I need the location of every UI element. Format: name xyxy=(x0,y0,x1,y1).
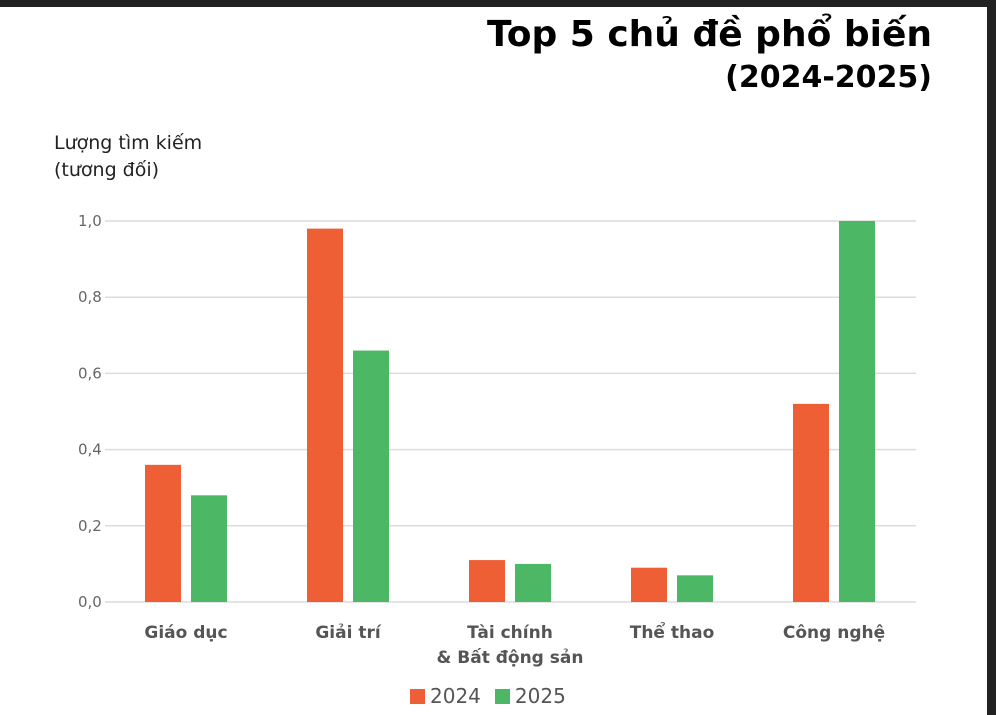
chart-title: Top 5 chủ đề phổ biến xyxy=(486,14,932,55)
bar-2025 xyxy=(677,575,713,602)
x-tick-label: Tài chính xyxy=(467,623,553,643)
chart-subtitle: (2024-2025) xyxy=(725,60,932,95)
legend-label-2025: 2025 xyxy=(514,684,566,708)
y-axis-label-line2: (tương đối) xyxy=(54,159,160,181)
bar-2025 xyxy=(515,563,551,602)
chart-title-block: Top 5 chủ đề phổ biến (2024-2025) xyxy=(487,12,932,98)
y-tick-label: 0,4 xyxy=(78,441,102,459)
y-axis-label-line1: Lượng tìm kiếm xyxy=(54,132,203,154)
y-tick-label: 0,8 xyxy=(78,288,102,306)
y-tick-label: 0,2 xyxy=(78,517,102,535)
x-tick-label: & Bất động sản xyxy=(437,647,584,668)
bar-2025 xyxy=(839,221,875,602)
bar-2024 xyxy=(307,228,343,602)
bar-2024 xyxy=(631,567,667,602)
y-tick-label: 0,0 xyxy=(78,593,102,611)
bar-2024 xyxy=(145,464,181,602)
legend-swatch-2025 xyxy=(494,688,510,704)
x-tick-label: Giáo dục xyxy=(144,623,227,643)
bar-2024 xyxy=(793,403,829,602)
legend-swatch-2024 xyxy=(410,688,425,704)
y-axis-label: Lượng tìm kiếm (tương đối) xyxy=(54,130,202,184)
legend-label-2024: 2024 xyxy=(430,684,481,708)
bar-2025 xyxy=(353,350,389,602)
x-tick-label: Giải trí xyxy=(315,623,382,643)
x-tick-label: Công nghệ xyxy=(783,623,885,643)
x-tick-label: Thể thao xyxy=(630,621,715,643)
y-tick-label: 0,6 xyxy=(78,364,102,382)
bar-2024 xyxy=(469,560,505,602)
window-right-border xyxy=(987,0,996,715)
legend-item-2024: 2024 xyxy=(410,684,481,708)
legend-item-2025: 2025 xyxy=(494,684,566,708)
bar-2025 xyxy=(191,495,227,602)
window-top-border xyxy=(0,0,996,7)
legend: 2024 2025 xyxy=(410,684,566,708)
y-tick-label: 1,0 xyxy=(78,212,102,230)
